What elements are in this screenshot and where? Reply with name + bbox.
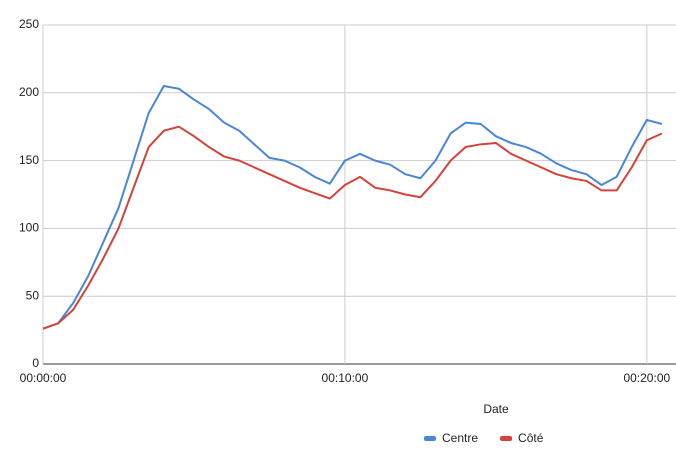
x-tick-label: 00:00:00: [20, 371, 67, 385]
x-axis-label: Date: [483, 402, 509, 416]
y-tick-label: 50: [26, 288, 40, 302]
line: [42, 125, 663, 330]
y-tick-label: 0: [32, 356, 39, 370]
legend-label: Côté: [518, 431, 544, 445]
line: [42, 85, 663, 330]
x-tick-label: 00:20:00: [623, 371, 670, 385]
legend-label: Centre: [442, 431, 478, 445]
y-tick-label: 200: [19, 85, 39, 99]
y-tick-label: 100: [19, 221, 39, 235]
y-tick-label: 250: [19, 17, 39, 31]
legend-swatch: [424, 436, 436, 441]
y-tick-label: 150: [19, 153, 39, 167]
legend-swatch: [500, 436, 513, 441]
x-tick-label: 00:10:00: [322, 371, 369, 385]
